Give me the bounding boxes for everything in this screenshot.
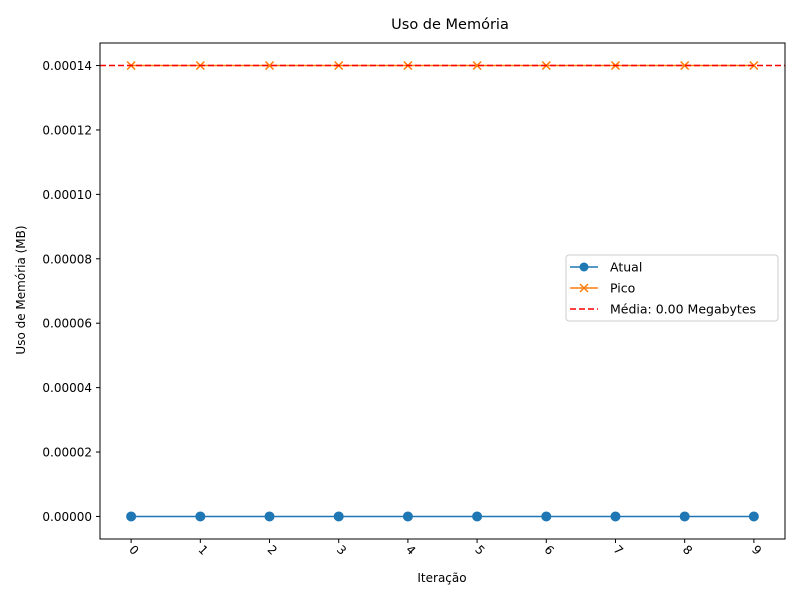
data-point-pico (264, 61, 275, 71)
x-tick-label: 7 (611, 543, 626, 558)
y-axis: 0.00000 0.00002 0.00004 0.00006 0.00008 0.000… (42, 59, 100, 524)
legend-item: Atual (570, 260, 642, 275)
x-tick-label: 1 (196, 543, 211, 558)
legend-item: Média: 0.00 Megabytes (570, 302, 756, 317)
x-tick-label: 2 (265, 543, 280, 558)
data-point-pico (680, 61, 690, 71)
x-tick-label: 4 (403, 543, 418, 558)
legend-item: Pico (570, 281, 635, 296)
y-tick-label: 0.00008 (42, 252, 92, 266)
legend-label: Média: 0.00 Megabytes (610, 302, 756, 317)
x-tick-label: 5 (472, 543, 487, 558)
x-tick-label: 9 (749, 543, 764, 558)
legend: Atual Pico Média: 0.00 Megabytes (565, 254, 779, 322)
y-tick-label: 0.00012 (42, 123, 92, 137)
legend-box (565, 254, 779, 322)
data-point-atual (679, 511, 690, 522)
x-tick-label: 0 (126, 543, 141, 558)
legend-label: Atual (610, 260, 642, 275)
data-point-atual (541, 511, 552, 522)
x-marker-stroke (680, 61, 690, 71)
data-point-atual (472, 511, 483, 522)
legend-marker (579, 283, 589, 293)
y-axis-label: Uso de Memória (MB) (14, 225, 28, 354)
y-tick-label: 0.00010 (42, 188, 92, 202)
legend-marker (579, 262, 589, 272)
x-marker-stroke (264, 61, 275, 71)
data-point-atual (333, 511, 344, 522)
plot-area (100, 61, 785, 522)
data-point-atual (195, 511, 206, 522)
x-axis-label: Iteração (417, 571, 466, 585)
data-point-atual (402, 511, 413, 522)
y-tick-label: 0.00004 (42, 381, 92, 395)
x-tick-label: 8 (680, 543, 695, 558)
x-marker-stroke (472, 61, 482, 71)
y-tick-label: 0.00002 (42, 446, 92, 460)
y-tick-label: 0.00006 (42, 317, 92, 331)
y-tick-label: 0.00014 (42, 59, 92, 73)
x-axis: 0 1 2 3 4 5 6 7 8 9 (126, 539, 764, 558)
legend-label: Pico (610, 281, 635, 296)
chart-title: Uso de Memória (391, 17, 509, 33)
data-point-atual (610, 511, 621, 522)
data-point-atual (126, 511, 137, 522)
data-point-atual (748, 511, 759, 522)
x-tick-label: 6 (541, 543, 556, 558)
data-point-pico (472, 61, 482, 71)
y-tick-label: 0.00000 (42, 510, 92, 524)
data-point-atual (264, 511, 275, 522)
plot-frame (99, 42, 786, 540)
x-tick-label: 3 (334, 543, 349, 558)
